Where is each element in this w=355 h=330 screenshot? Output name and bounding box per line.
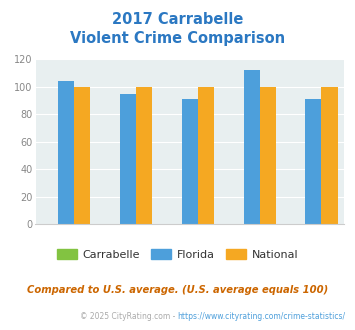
Bar: [198, 87, 214, 224]
Text: 2017 Carrabelle: 2017 Carrabelle: [112, 12, 243, 26]
Bar: [305, 99, 322, 224]
Text: Compared to U.S. average. (U.S. average equals 100): Compared to U.S. average. (U.S. average …: [27, 285, 328, 295]
Bar: [120, 94, 136, 224]
Text: https://www.cityrating.com/crime-statistics/: https://www.cityrating.com/crime-statist…: [178, 312, 346, 321]
Text: © 2025 CityRating.com -: © 2025 CityRating.com -: [80, 312, 178, 321]
Bar: [182, 99, 198, 224]
Legend: Carrabelle, Florida, National: Carrabelle, Florida, National: [57, 249, 298, 260]
Bar: [322, 87, 338, 224]
Bar: [260, 87, 276, 224]
Text: Violent Crime Comparison: Violent Crime Comparison: [70, 31, 285, 46]
Bar: [244, 70, 260, 224]
Bar: [136, 87, 152, 224]
Bar: [75, 87, 91, 224]
Bar: [58, 82, 75, 224]
